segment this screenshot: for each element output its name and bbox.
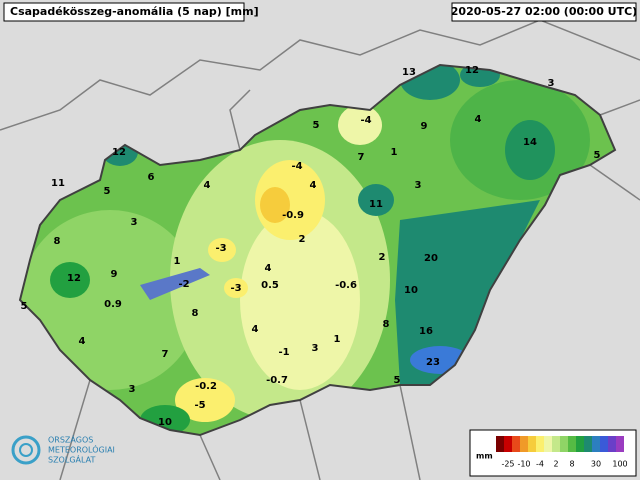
station-value: 12 [465, 65, 479, 76]
station-value: 1 [391, 147, 398, 158]
station-value: 3 [131, 217, 138, 228]
station-value: 3 [548, 78, 555, 89]
timestamp-box [451, 2, 637, 22]
legend-tick-label: 100 [612, 460, 627, 469]
station-value: 14 [523, 137, 537, 148]
legend-tick-label: 30 [591, 460, 601, 469]
legend-swatch [616, 436, 624, 452]
station-value: 20 [424, 253, 438, 264]
legend-swatch [528, 436, 536, 452]
legend-swatch [608, 436, 616, 452]
station-value: 1 [174, 256, 181, 267]
legend-tick-label: 2 [553, 460, 558, 469]
station-value: 12 [112, 147, 126, 158]
station-value: -0.9 [282, 210, 304, 221]
station-value: 4 [204, 180, 211, 191]
station-value: 8 [192, 308, 199, 319]
legend-swatch [592, 436, 600, 452]
station-value: 9 [111, 269, 118, 280]
station-value: 8 [54, 236, 61, 247]
borders [0, 19, 640, 480]
station-value: 7 [162, 349, 169, 360]
station-value: 4 [265, 263, 272, 274]
logo-line: METEOROLÓGIAI [48, 444, 115, 455]
legend-swatch [504, 436, 512, 452]
legend-swatch [576, 436, 584, 452]
legend-swatch [552, 436, 560, 452]
station-value: 3 [129, 384, 136, 395]
legend-tick-label: 8 [569, 460, 574, 469]
legend-swatch [560, 436, 568, 452]
station-value: 0.5 [261, 280, 279, 291]
legend-tick-label: -10 [517, 460, 530, 469]
legend-swatch [512, 436, 520, 452]
station-value: -3 [215, 243, 226, 254]
station-value: 11 [51, 178, 65, 189]
station-value: 4 [252, 324, 259, 335]
station-value: 0.9 [104, 299, 122, 310]
station-value: 3 [415, 180, 422, 191]
station-value: -0.7 [266, 375, 288, 386]
station-value: -1 [278, 347, 289, 358]
station-value: -3 [230, 283, 241, 294]
station-value: 10 [404, 285, 418, 296]
station-value: 5 [21, 301, 28, 312]
title-box [3, 2, 245, 22]
legend-swatch [568, 436, 576, 452]
legend-swatch [544, 436, 552, 452]
logo-line: SZOLGÁLAT [48, 454, 95, 465]
station-value: 5 [104, 186, 111, 197]
station-value: 12 [67, 273, 81, 284]
station-value: 10 [158, 417, 172, 428]
station-value: -0.6 [335, 280, 357, 291]
legend-unit: mm [476, 452, 493, 461]
legend-swatch [600, 436, 608, 452]
station-value: 3 [312, 343, 319, 354]
title: Csapadékösszeg-anomália (5 nap) [mm] [10, 5, 259, 18]
station-value: 2 [379, 252, 386, 263]
station-value: -4 [291, 161, 302, 172]
station-value: 5 [594, 150, 601, 161]
legend-swatch [520, 436, 528, 452]
station-value: 9 [421, 121, 428, 132]
station-value: 7 [358, 152, 365, 163]
timestamp: 2020-05-27 02:00 (00:00 UTC) [451, 5, 637, 18]
legend-tick-label: -4 [536, 460, 544, 469]
station-value: -2 [178, 279, 189, 290]
legend-swatch [584, 436, 592, 452]
station-value: 8 [383, 319, 390, 330]
logo-line: ORSZÁGOS [48, 434, 93, 445]
station-value: 4 [475, 114, 482, 125]
station-value: -0.2 [195, 381, 217, 392]
station-value: -4 [360, 115, 371, 126]
legend-tick-label: -25 [501, 460, 514, 469]
station-value: 2 [299, 234, 306, 245]
station-value: 13 [402, 67, 416, 78]
station-value: 11 [369, 199, 383, 210]
station-value: -5 [194, 400, 205, 411]
logo: ORSZÁGOS METEOROLÓGIAI SZOLGÁLAT [11, 434, 115, 465]
station-value: 16 [419, 326, 433, 337]
legend-swatch [496, 436, 504, 452]
station-value: 6 [148, 172, 155, 183]
station-value: 4 [79, 336, 86, 347]
station-value: 4 [310, 180, 317, 191]
station-value: 5 [394, 375, 401, 386]
station-value: 5 [313, 120, 320, 131]
legend-swatch [536, 436, 544, 452]
station-value: 1 [334, 334, 341, 345]
station-value: 23 [426, 357, 440, 368]
